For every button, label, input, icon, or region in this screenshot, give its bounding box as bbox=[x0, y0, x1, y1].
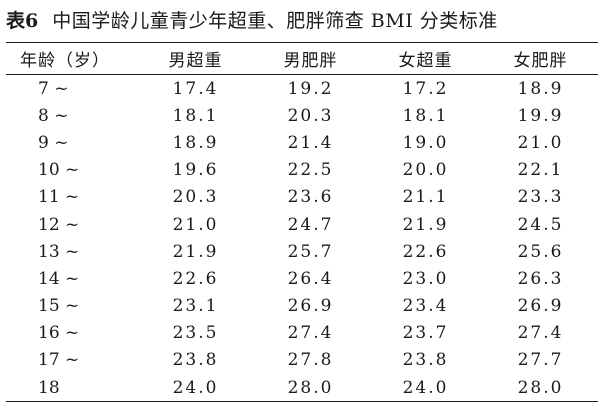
bmi-value-cell: 20.0 bbox=[402, 160, 449, 181]
bmi-value-cell: 24.0 bbox=[172, 377, 219, 398]
table-row: 12 ~ 21.0 24.7 21.9 24.5 bbox=[6, 211, 598, 238]
table-number: 表6 bbox=[6, 9, 39, 32]
bmi-value-cell: 18.1 bbox=[172, 105, 219, 126]
table-row: 14 ~ 22.6 26.4 23.0 26.3 bbox=[6, 265, 598, 292]
bmi-value-cell: 23.5 bbox=[172, 323, 219, 344]
table-caption: 表6 中国学龄儿童青少年超重、肥胖筛查 BMI 分类标准 bbox=[6, 5, 498, 33]
column-header: 男超重 bbox=[168, 51, 223, 71]
bmi-value-cell: 26.9 bbox=[517, 296, 564, 317]
bmi-value-cell: 23.8 bbox=[172, 350, 219, 371]
column-header: 女超重 bbox=[398, 51, 453, 71]
table-row: 11 ~ 20.3 23.6 21.1 23.3 bbox=[6, 184, 598, 211]
age-cell: 12 ~ bbox=[38, 214, 80, 235]
bmi-value-cell: 17.2 bbox=[402, 78, 449, 99]
table-row: 15 ~ 23.1 26.9 23.4 26.9 bbox=[6, 293, 598, 320]
column-header: 男肥胖 bbox=[283, 51, 338, 71]
bmi-value-cell: 21.0 bbox=[517, 132, 564, 153]
bmi-value-cell: 17.4 bbox=[172, 78, 219, 99]
bmi-value-cell: 23.1 bbox=[172, 296, 219, 317]
table-row: 9 ~ 18.9 21.4 19.0 21.0 bbox=[6, 129, 598, 156]
bmi-value-cell: 26.9 bbox=[287, 296, 334, 317]
table-row: 16 ~ 23.5 27.4 23.7 27.4 bbox=[6, 320, 598, 347]
bmi-value-cell: 19.0 bbox=[402, 132, 449, 153]
age-cell: 10 ~ bbox=[38, 160, 80, 181]
bmi-value-cell: 19.9 bbox=[517, 105, 564, 126]
bmi-value-cell: 21.9 bbox=[172, 241, 219, 262]
bmi-value-cell: 22.1 bbox=[517, 160, 564, 181]
table-row: 13 ~ 21.9 25.7 22.6 25.6 bbox=[6, 238, 598, 265]
bmi-table: 年龄（岁） 男超重 男肥胖 女超重 女肥胖 7 ~ 17.4 19.2 17.2 18.9 8 ~… bbox=[6, 42, 598, 402]
bmi-value-cell: 23.6 bbox=[287, 187, 334, 208]
bmi-value-cell: 28.0 bbox=[517, 377, 564, 398]
table-title: 中国学龄儿童青少年超重、肥胖筛查 BMI 分类标准 bbox=[52, 9, 498, 32]
age-cell: 13 ~ bbox=[38, 241, 80, 262]
bmi-value-cell: 26.3 bbox=[517, 268, 564, 289]
bmi-value-cell: 23.8 bbox=[402, 350, 449, 371]
age-cell: 14 ~ bbox=[38, 268, 80, 289]
bmi-value-cell: 18.9 bbox=[517, 78, 564, 99]
table-row: 8 ~ 18.1 20.3 18.1 19.9 bbox=[6, 102, 598, 129]
age-cell: 16 ~ bbox=[38, 323, 80, 344]
header-row: 年龄（岁） 男超重 男肥胖 女超重 女肥胖 bbox=[6, 42, 598, 75]
bmi-value-cell: 23.0 bbox=[402, 268, 449, 289]
bmi-value-cell: 23.4 bbox=[402, 296, 449, 317]
bmi-value-cell: 27.4 bbox=[517, 323, 564, 344]
table-row: 18 24.0 28.0 24.0 28.0 bbox=[6, 374, 598, 402]
bmi-value-cell: 21.9 bbox=[402, 214, 449, 235]
age-cell: 7 ~ bbox=[38, 78, 69, 99]
bmi-value-cell: 18.9 bbox=[172, 132, 219, 153]
table-row: 10 ~ 19.6 22.5 20.0 22.1 bbox=[6, 157, 598, 184]
bmi-value-cell: 23.3 bbox=[517, 187, 564, 208]
age-cell: 15 ~ bbox=[38, 296, 80, 317]
bmi-value-cell: 21.4 bbox=[287, 132, 334, 153]
bmi-value-cell: 25.7 bbox=[287, 241, 334, 262]
table-row: 7 ~ 17.4 19.2 17.2 18.9 bbox=[6, 75, 598, 103]
bmi-value-cell: 27.4 bbox=[287, 323, 334, 344]
table-header: 年龄（岁） 男超重 男肥胖 女超重 女肥胖 bbox=[6, 42, 598, 75]
bmi-value-cell: 24.5 bbox=[517, 214, 564, 235]
age-cell: 8 ~ bbox=[38, 105, 69, 126]
bmi-value-cell: 20.3 bbox=[287, 105, 334, 126]
bmi-value-cell: 24.0 bbox=[402, 377, 449, 398]
bmi-value-cell: 27.8 bbox=[287, 350, 334, 371]
age-cell: 18 bbox=[38, 377, 60, 398]
bmi-value-cell: 26.4 bbox=[287, 268, 334, 289]
age-cell: 9 ~ bbox=[38, 132, 69, 153]
bmi-value-cell: 27.7 bbox=[517, 350, 564, 371]
bmi-value-cell: 23.7 bbox=[402, 323, 449, 344]
bmi-value-cell: 18.1 bbox=[402, 105, 449, 126]
bmi-value-cell: 28.0 bbox=[287, 377, 334, 398]
bmi-value-cell: 19.2 bbox=[287, 78, 334, 99]
bmi-value-cell: 22.6 bbox=[402, 241, 449, 262]
table-body: 7 ~ 17.4 19.2 17.2 18.9 8 ~ 18.1 20.3 18.1 19.9 9 … bbox=[6, 75, 598, 402]
bmi-value-cell: 24.7 bbox=[287, 214, 334, 235]
bmi-value-cell: 21.0 bbox=[172, 214, 219, 235]
table-row: 17 ~ 23.8 27.8 23.8 27.7 bbox=[6, 347, 598, 374]
age-cell: 17 ~ bbox=[38, 350, 80, 371]
bmi-value-cell: 22.6 bbox=[172, 268, 219, 289]
column-header: 年龄（岁） bbox=[20, 51, 110, 71]
bmi-value-cell: 19.6 bbox=[172, 160, 219, 181]
bmi-value-cell: 22.5 bbox=[287, 160, 334, 181]
age-cell: 11 ~ bbox=[38, 187, 80, 208]
bmi-value-cell: 25.6 bbox=[517, 241, 564, 262]
column-header: 女肥胖 bbox=[513, 51, 568, 71]
bmi-value-cell: 21.1 bbox=[402, 187, 449, 208]
bmi-value-cell: 20.3 bbox=[172, 187, 219, 208]
